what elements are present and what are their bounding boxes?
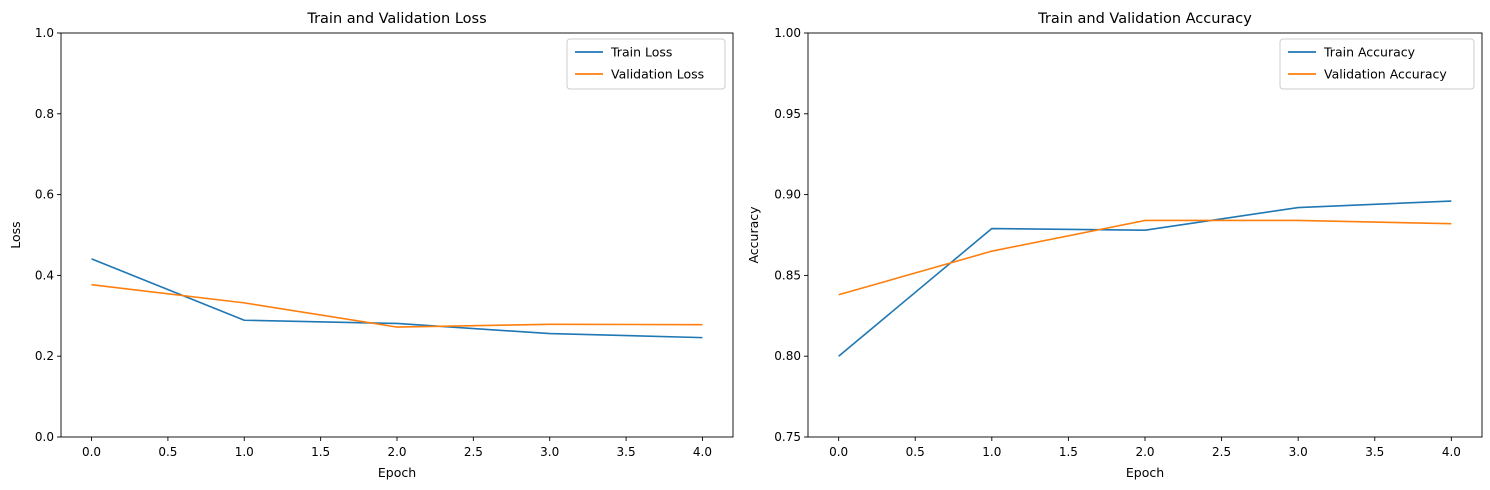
loss-y-axis-label: Loss [8,221,23,248]
loss-x-tick-label: 1.0 [235,445,254,459]
loss-legend-label-validation: Validation Loss [611,67,704,82]
accuracy-x-tick-label: 2.5 [1212,445,1231,459]
loss-x-tick-label: 1.5 [311,445,330,459]
accuracy-x-tick-label: 3.5 [1365,445,1384,459]
loss-series-line-train [91,258,703,339]
loss-x-tick-label: 3.5 [617,445,636,459]
loss-y-tick-label: 0.8 [35,107,54,121]
loss-x-axis-label: Epoch [378,465,416,480]
accuracy-x-tick-label: 1.0 [982,445,1001,459]
loss-y-tick-label: 0.4 [35,268,54,282]
accuracy-x-axis-label: Epoch [1126,465,1164,480]
accuracy-chart-panel: Train and Validation Accuracy 0.0 0.5 1.0 1.… [746,11,1483,480]
accuracy-y-axis-label: Accuracy [746,206,761,264]
loss-x-tick-label: 2.5 [464,445,483,459]
accuracy-axes-frame [807,32,1483,438]
accuracy-x-tick-label: 4.0 [1442,445,1461,459]
loss-legend-box [566,38,726,90]
loss-chart-title: Train and Validation Loss [306,11,486,27]
loss-y-tick-label: 0.6 [35,188,54,202]
accuracy-series-line-validation [838,219,1452,296]
loss-y-tick-label: 0.2 [35,349,54,363]
loss-legend-label-train: Train Loss [610,45,672,60]
accuracy-x-tick-label: 0.5 [906,445,925,459]
accuracy-legend: Train Accuracy Validation Accuracy [1279,38,1475,90]
loss-x-tick-label: 4.0 [693,445,712,459]
accuracy-x-tick-label: 3.0 [1289,445,1308,459]
loss-x-tick-label: 2.0 [387,445,406,459]
accuracy-legend-box [1279,38,1475,90]
loss-chart-panel: Train and Validation Loss 0.0 0.5 1.0 1.5 2.0… [8,11,734,480]
accuracy-y-tick-label: 0.85 [774,268,801,282]
loss-legend: Train Loss Validation Loss [566,38,726,90]
accuracy-chart-title: Train and Validation Accuracy [1037,11,1252,27]
loss-y-tick-label: 1.0 [35,26,54,40]
accuracy-x-tick-label: 2.0 [1135,445,1154,459]
loss-x-tick-label: 3.0 [540,445,559,459]
accuracy-legend-label-validation: Validation Accuracy [1324,67,1447,82]
accuracy-legend-label-train: Train Accuracy [1323,45,1416,60]
accuracy-y-tick-label: 0.90 [774,188,801,202]
accuracy-y-tick-label: 0.95 [774,107,801,121]
accuracy-x-tick-label: 1.5 [1059,445,1078,459]
loss-series-line-validation [91,283,703,328]
accuracy-y-tick-label: 0.75 [774,430,801,444]
loss-x-tick-label: 0.0 [82,445,101,459]
loss-y-tick-label: 0.0 [35,430,54,444]
accuracy-y-tick-label: 1.00 [774,26,801,40]
loss-x-tick-label: 0.5 [158,445,177,459]
accuracy-y-tick-label: 0.80 [774,349,801,363]
accuracy-series-line-train [838,200,1452,357]
loss-axes-frame [60,32,734,438]
accuracy-x-tick-label: 0.0 [829,445,848,459]
